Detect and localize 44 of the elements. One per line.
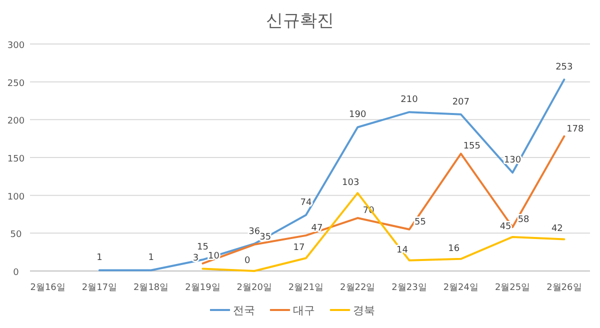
data-label: 190	[349, 110, 366, 120]
y-tick-label: 250	[7, 78, 25, 89]
x-tick-label: 2월24일	[443, 283, 479, 293]
data-label: 253	[556, 62, 573, 73]
data-label: 58	[518, 215, 530, 226]
data-label: 155	[463, 142, 481, 152]
y-tick-label: 50	[10, 230, 22, 240]
data-label: 17	[293, 243, 305, 254]
chart-title: 신규확진	[266, 11, 334, 31]
x-tick-label: 2월16일	[30, 283, 66, 293]
y-tick-label: 300	[7, 41, 25, 51]
data-label: 1	[96, 253, 102, 264]
x-tick-label: 2월25일	[494, 283, 530, 293]
data-label: 55	[414, 217, 426, 228]
line-series	[98, 78, 566, 272]
data-label: 45	[500, 222, 512, 232]
y-tick-label: 200	[7, 116, 25, 127]
data-label: 74	[300, 198, 312, 208]
data-label: 42	[551, 224, 563, 234]
data-label: 16	[448, 244, 460, 254]
data-label: 36	[248, 226, 260, 237]
data-label: 0	[244, 256, 250, 266]
x-tick-label: 2월17일	[82, 283, 118, 293]
data-label: 103	[342, 178, 360, 188]
x-tick-label: 2월20일	[236, 283, 272, 293]
x-tick-label: 2월23일	[392, 283, 427, 293]
data-label: 207	[452, 97, 470, 108]
x-tick-label: 2월18일	[133, 283, 169, 293]
y-tick-label: 100	[7, 192, 25, 202]
x-tick-label: 2월22일	[340, 283, 376, 293]
data-label: 10	[208, 251, 220, 262]
data-label: 47	[311, 223, 323, 234]
x-tick-label: 2월26일	[546, 283, 582, 293]
data-label: 210	[400, 95, 418, 106]
data-label: 178	[566, 124, 584, 134]
data-label: 1	[148, 253, 154, 264]
data-label: 15	[197, 242, 208, 253]
y-tick-label: 0	[13, 268, 20, 278]
legend-label: 경북	[353, 304, 375, 317]
x-tick-label: 2월19일	[185, 283, 220, 293]
x-tick-label: 2월21일	[288, 283, 324, 293]
y-tick-label: 150	[7, 154, 25, 164]
legend-label: 전국	[233, 304, 255, 317]
legend-label: 대구	[293, 304, 315, 317]
